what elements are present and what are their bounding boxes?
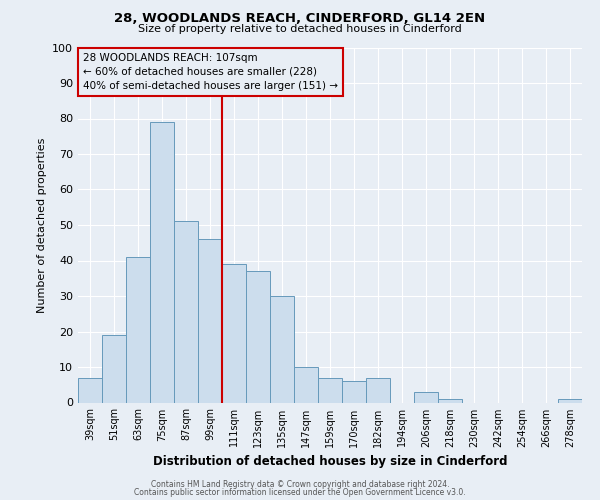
Text: Contains HM Land Registry data © Crown copyright and database right 2024.: Contains HM Land Registry data © Crown c…: [151, 480, 449, 489]
Text: 28, WOODLANDS REACH, CINDERFORD, GL14 2EN: 28, WOODLANDS REACH, CINDERFORD, GL14 2E…: [115, 12, 485, 26]
Bar: [367, 378, 389, 402]
Bar: [79, 378, 101, 402]
Bar: [559, 399, 581, 402]
Bar: [343, 381, 365, 402]
Bar: [175, 222, 197, 402]
Bar: [247, 271, 269, 402]
Bar: [127, 257, 149, 402]
Bar: [319, 378, 341, 402]
Text: 28 WOODLANDS REACH: 107sqm
← 60% of detached houses are smaller (228)
40% of sem: 28 WOODLANDS REACH: 107sqm ← 60% of deta…: [83, 53, 338, 91]
Bar: [415, 392, 437, 402]
Bar: [295, 367, 317, 402]
X-axis label: Distribution of detached houses by size in Cinderford: Distribution of detached houses by size …: [153, 455, 507, 468]
Text: Size of property relative to detached houses in Cinderford: Size of property relative to detached ho…: [138, 24, 462, 34]
Bar: [151, 122, 173, 402]
Text: Contains public sector information licensed under the Open Government Licence v3: Contains public sector information licen…: [134, 488, 466, 497]
Bar: [223, 264, 245, 402]
Bar: [199, 239, 221, 402]
Y-axis label: Number of detached properties: Number of detached properties: [37, 138, 47, 312]
Bar: [271, 296, 293, 403]
Bar: [439, 399, 461, 402]
Bar: [103, 335, 125, 402]
